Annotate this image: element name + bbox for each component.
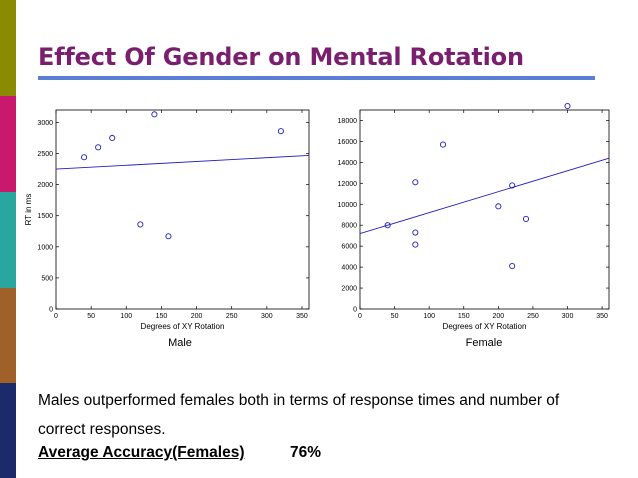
female-plot-frame [359,109,610,310]
female-data-point [412,229,419,236]
female-data-point [522,215,530,222]
left-color-bar [0,0,16,478]
male-y-tick-label: 3000 [37,120,53,127]
female-data-point [412,241,419,248]
male-trendline [55,154,310,170]
male-x-tick-label: 300 [261,313,273,320]
accuracy-label: Average Accuracy(Females) [38,444,245,461]
slide-title: Effect Of Gender on Mental Rotation [38,43,524,71]
female-x-tick-label: 100 [423,313,435,320]
male-y-tick-label: 0 [49,307,53,314]
male-x-tick-label: 0 [54,313,58,320]
male-plot-frame [55,109,310,310]
female-x-tick-label: 150 [458,313,470,320]
female-x-axis-label: Degrees of XY Rotation [443,322,527,331]
female-y-tick-label: 0 [353,307,357,314]
accuracy-row: Average Accuracy(Females) 76% [38,444,321,462]
male-x-tick-label: 100 [120,313,132,320]
male-x-tick-label: 200 [191,313,203,320]
male-x-tick-label: 250 [226,313,238,320]
color-bar-segment-magenta [0,96,16,192]
male-y-tick-label: 2500 [37,151,53,158]
male-data-point [165,233,172,240]
male-y-tick-label: 500 [41,275,53,282]
female-y-tick-label: 14000 [338,160,358,167]
male-data-point [151,111,158,118]
female-y-tick-label: 4000 [341,265,357,272]
female-x-tick-label: 250 [527,313,539,320]
male-x-tick-label: 150 [156,313,168,320]
female-y-tick-label: 6000 [341,244,357,251]
female-x-tick-label: 350 [596,313,608,320]
female-x-tick-label: 200 [492,313,504,320]
male-x-tick-label: 350 [296,313,308,320]
male-data-point [109,134,116,142]
female-y-tick-label: 2000 [341,286,357,293]
female-x-tick-label: 0 [358,313,362,320]
male-x-axis-label: Degrees of XY Rotation [141,322,225,331]
female-trendline [359,157,610,235]
male-y-tick-label: 1500 [37,213,53,220]
color-bar-segment-brown [0,288,16,383]
female-y-tick-label: 16000 [338,139,358,146]
color-bar-segment-teal [0,192,16,288]
female-x-tick-label: 50 [391,313,399,320]
female-y-tick-label: 18000 [338,118,358,125]
male-y-tick-label: 1000 [37,244,53,251]
male-data-point [277,128,284,135]
male-y-tick-label: 2000 [37,182,53,189]
female-data-point [564,102,571,110]
female-chart-caption: Female [466,337,503,349]
female-data-point [412,179,419,186]
female-data-point [439,141,447,148]
findings-text: Males outperformed females both in terms… [38,392,560,438]
female-x-tick-label: 300 [562,313,574,320]
male-y-axis-label: RT in ms [24,194,33,226]
title-underline-rule [38,76,595,80]
accuracy-value: 76% [290,444,322,461]
color-bar-segment-navy [0,383,16,478]
female-data-point [384,222,391,229]
female-y-tick-label: 10000 [338,202,358,209]
male-data-point [95,144,102,151]
male-data-point [81,154,88,161]
female-data-point [509,263,516,270]
female-y-tick-label: 12000 [338,181,358,188]
female-y-tick-label: 8000 [341,223,357,230]
female-data-point [495,203,502,210]
female-data-point [509,182,516,189]
color-bar-segment-olive [0,0,16,96]
male-data-point [137,221,144,228]
male-x-tick-label: 50 [87,313,95,320]
male-chart-caption: Male [168,337,192,349]
